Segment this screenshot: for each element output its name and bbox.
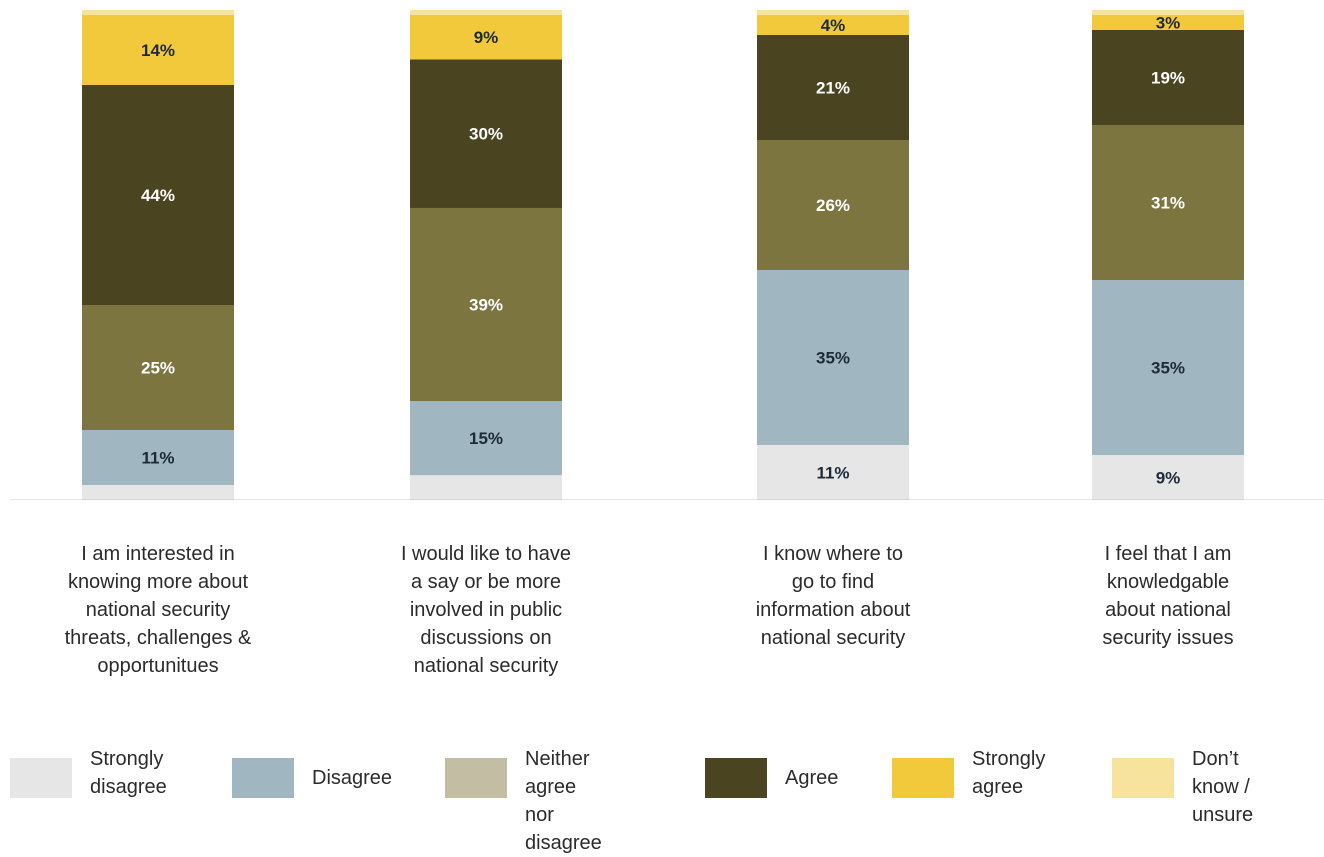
legend-swatch (10, 758, 72, 798)
legend-swatch (1112, 758, 1174, 798)
legend-label: Neither agree nor disagree (525, 748, 602, 854)
bar-segment-strongly-disagree-3 (757, 445, 909, 500)
bar-segment-strongly-agree-2 (410, 14, 562, 60)
data-label: 11% (141, 449, 174, 468)
data-label: 25% (141, 359, 175, 378)
data-label: 35% (816, 349, 850, 368)
data-label: 3% (1156, 14, 1181, 33)
data-label: 4% (821, 16, 846, 35)
legend-swatch (232, 758, 294, 798)
bar-segment-disagree-4 (1092, 280, 1244, 455)
bar-segment-strongly-disagree-2 (410, 475, 562, 500)
bar-segment-agree-2 (410, 59, 562, 208)
bar-segment-don-t-know-unsure-2 (410, 10, 562, 15)
legend-swatch (705, 758, 767, 798)
bar-segment-agree-1 (82, 85, 234, 305)
bar-segment-neither-agree-nor-disagree-3 (757, 140, 909, 270)
legend-swatch (892, 758, 954, 798)
bar-segment-neither-agree-nor-disagree-1 (82, 305, 234, 430)
bar-segment-agree-3 (757, 35, 909, 140)
bar-segment-don-t-know-unsure-3 (757, 10, 909, 15)
bar-segment-agree-4 (1092, 30, 1244, 125)
bar-segment-strongly-disagree-4 (1092, 455, 1244, 500)
category-label-3: I know where to go to find information a… (755, 543, 911, 649)
bar-segment-strongly-agree-1 (82, 15, 234, 85)
category-label-1: I am interested in knowing more about na… (64, 543, 252, 677)
data-label: 44% (141, 186, 175, 205)
bar-segment-neither-agree-nor-disagree-4 (1092, 125, 1244, 280)
data-label: 9% (474, 28, 499, 47)
data-label: 15% (469, 429, 503, 448)
category-label-2: I would like to have a say or be more in… (400, 543, 572, 677)
bar-segment-strongly-disagree-1 (82, 485, 234, 500)
bar-segment-neither-agree-nor-disagree-2 (410, 207, 562, 402)
bar-segment-disagree-3 (757, 270, 909, 445)
bar-segment-strongly-agree-4 (1092, 15, 1244, 30)
data-label: 11% (816, 464, 849, 483)
data-label: 35% (1151, 359, 1185, 378)
data-label: 9% (1156, 469, 1181, 488)
data-label: 31% (1151, 194, 1185, 213)
legend-label: Strongly agree (972, 748, 1046, 798)
bar-segment-strongly-agree-3 (757, 15, 909, 35)
data-label: 14% (141, 41, 175, 60)
legend-label: Don’t know / unsure (1192, 748, 1254, 826)
bar-segment-disagree-1 (82, 430, 234, 485)
bar-segment-don-t-know-unsure-1 (82, 10, 234, 15)
bar-segment-don-t-know-unsure-4 (1092, 10, 1244, 15)
data-label: 26% (816, 196, 850, 215)
category-label-4: I feel that I am knowledgable about nati… (1102, 543, 1234, 649)
bar-segment-disagree-2 (410, 401, 562, 476)
data-label: 30% (469, 125, 503, 144)
legend-label: Disagree (312, 767, 393, 789)
data-label: 21% (816, 79, 850, 98)
legend-label: Strongly disagree (90, 748, 167, 798)
stacked-bar-chart: 11% 25% 44% 14% 15% 39% 30% 9% 11% 35% 26% 21% 4% 9% 3… (10, 10, 1324, 500)
legend-label: Agree (785, 767, 839, 789)
legend-swatch (445, 758, 507, 798)
data-label: 19% (1151, 69, 1185, 88)
data-label: 39% (469, 295, 503, 314)
